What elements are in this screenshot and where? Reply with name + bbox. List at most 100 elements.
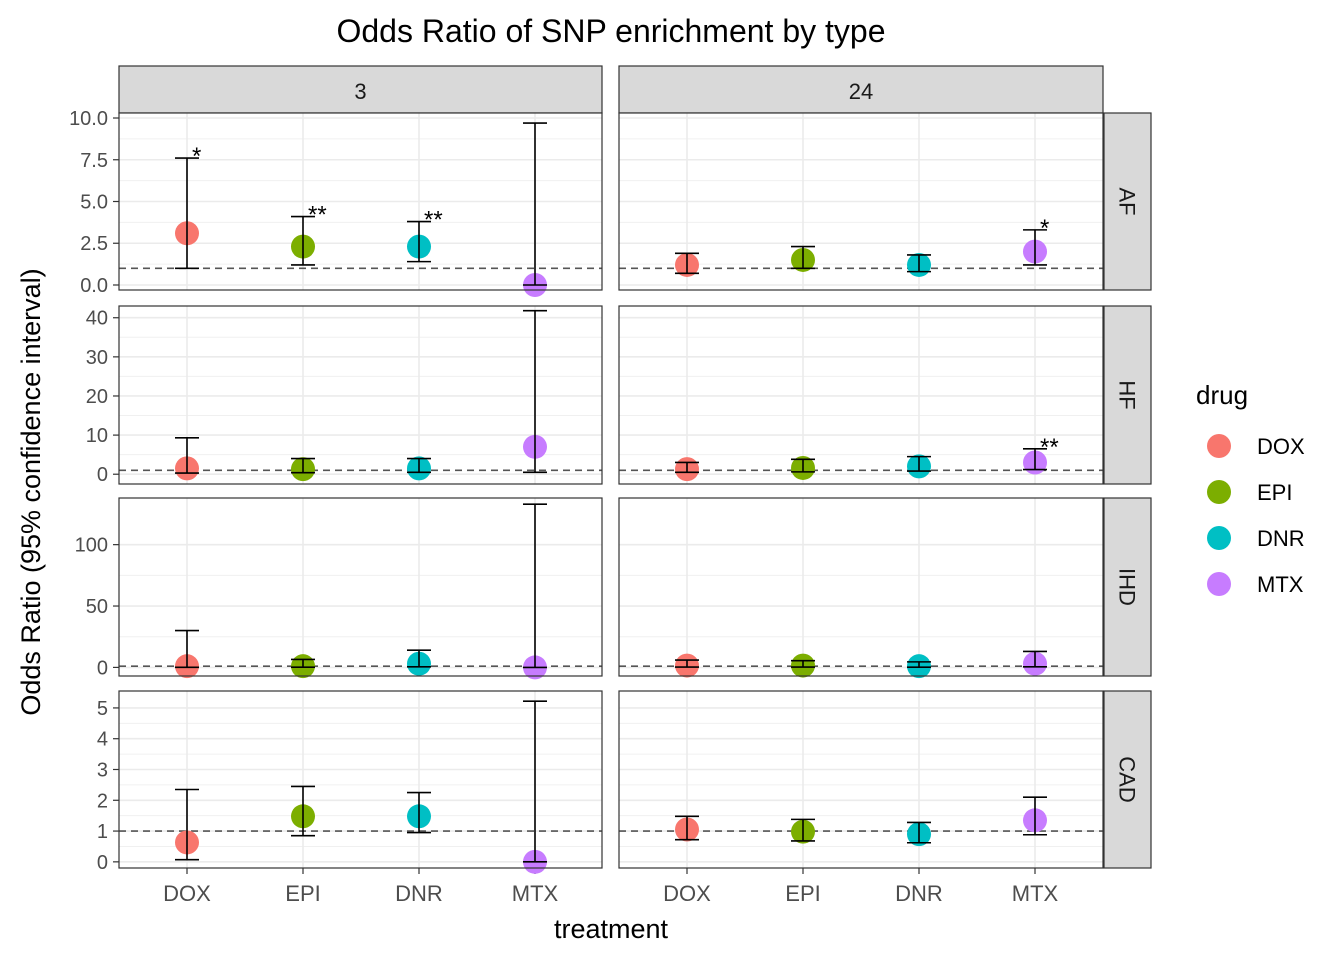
x-axis-col-24: DOX EPI DNR MTX <box>663 868 1059 906</box>
strip-row-label: AF <box>1115 187 1140 215</box>
y-tick-label: 50 <box>86 596 108 618</box>
strip-row-bg <box>1103 497 1152 677</box>
y-tick-label: 5.0 <box>80 192 108 214</box>
panel-24-af: * <box>618 112 1104 291</box>
legend-item-dnr: DNR <box>1207 526 1305 551</box>
y-axis-ihd: 0 50 100 <box>75 535 119 679</box>
y-tick-label: 0 <box>97 464 108 486</box>
significance-label: ** <box>1040 434 1059 461</box>
panel-3-cad <box>118 690 603 874</box>
strip-col-24: 24 <box>618 65 1104 114</box>
point-dnr <box>907 821 931 847</box>
legend-item-mtx: MTX <box>1207 572 1304 597</box>
strip-row-cad: CAD <box>1103 690 1152 869</box>
point-dox <box>175 437 199 481</box>
point-epi <box>791 653 815 678</box>
panel-border <box>618 305 1104 485</box>
x-tick-label: DOX <box>663 881 711 906</box>
legend-label: MTX <box>1257 572 1304 597</box>
point-mtx <box>523 309 547 474</box>
legend-swatch <box>1207 572 1231 596</box>
legend-swatch <box>1207 434 1231 458</box>
strip-row-hf: HF <box>1103 305 1152 485</box>
strip-row-label: IHD <box>1115 568 1140 606</box>
point-mtx <box>523 503 547 680</box>
point-dnr: ** <box>407 207 443 263</box>
panel-background <box>119 691 602 868</box>
point-epi <box>791 245 815 272</box>
y-axis-hf: 0 10 20 30 40 <box>86 308 119 486</box>
panel-24-ihd <box>618 497 1104 679</box>
point-dox <box>675 815 699 842</box>
point-dox <box>175 788 199 861</box>
x-tick-label: DOX <box>163 881 211 906</box>
panel-border <box>118 497 603 677</box>
legend-item-dox: DOX <box>1207 434 1305 459</box>
y-axis-cad: 0 1 2 3 4 5 <box>97 698 119 874</box>
strip-row-af: AF <box>1103 112 1152 291</box>
point-epi <box>791 818 815 844</box>
x-tick-label: DNR <box>895 881 943 906</box>
point-dnr <box>407 649 431 676</box>
strip-col-bg <box>118 65 603 114</box>
x-tick-label: DNR <box>395 881 443 906</box>
y-axis-label: Odds Ratio (95% confidence interval) <box>16 268 46 715</box>
point-mtx <box>1023 650 1047 676</box>
panel-3-hf <box>118 305 603 485</box>
point-dox: * <box>175 143 201 270</box>
y-tick-label: 4 <box>97 729 108 751</box>
point-epi <box>291 785 315 837</box>
strip-row-label: HF <box>1115 380 1140 409</box>
point-dnr <box>907 252 931 277</box>
panel-border <box>118 305 603 485</box>
point-epi <box>291 654 315 679</box>
strip-col-label: 3 <box>354 79 366 104</box>
y-tick-label: 5 <box>97 698 108 720</box>
y-tick-label: 30 <box>86 347 108 369</box>
significance-label: ** <box>424 207 443 234</box>
panel-24-hf: ** <box>618 305 1104 485</box>
legend-swatch <box>1207 526 1231 550</box>
panel-3-af: *** ** <box>118 112 603 297</box>
x-axis-col-3: DOX EPI DNR MTX <box>163 868 559 906</box>
y-tick-label: 100 <box>75 535 108 557</box>
strip-row-bg <box>1103 690 1152 869</box>
panel-background <box>619 691 1103 868</box>
y-tick-label: 0 <box>97 657 108 679</box>
strip-row-label: CAD <box>1115 756 1140 802</box>
significance-label: * <box>1040 215 1049 242</box>
panel-border <box>618 690 1104 869</box>
point-mtx: * <box>1023 215 1049 266</box>
significance-label: * <box>192 143 201 170</box>
y-tick-label: 3 <box>97 759 108 781</box>
point-dnr <box>407 456 431 481</box>
legend-swatch <box>1207 480 1231 504</box>
point-epi <box>791 455 815 480</box>
point-epi <box>291 457 315 482</box>
y-tick-label: 2.5 <box>80 233 108 255</box>
panel-background <box>119 498 602 676</box>
y-axis-af: 0.0 2.5 5.0 7.5 10.0 <box>69 108 119 297</box>
x-tick-label: EPI <box>785 881 820 906</box>
legend: drug DOX EPI DNR MTX <box>1196 380 1305 597</box>
point-dox <box>675 252 699 277</box>
point-dnr <box>907 654 931 679</box>
y-tick-label: 10.0 <box>69 108 108 130</box>
panel-border <box>118 112 603 291</box>
legend-title: drug <box>1196 380 1248 410</box>
y-tick-label: 1 <box>97 821 108 843</box>
strip-row-bg <box>1103 112 1152 291</box>
y-tick-label: 7.5 <box>80 150 108 172</box>
legend-item-epi: EPI <box>1207 480 1292 505</box>
legend-label: DNR <box>1257 526 1305 551</box>
significance-label: ** <box>308 202 327 229</box>
x-tick-label: EPI <box>285 881 320 906</box>
x-tick-label: MTX <box>512 881 559 906</box>
panel-background <box>619 498 1103 676</box>
point-mtx <box>1023 796 1047 836</box>
point-epi: ** <box>291 202 327 266</box>
panel-border <box>618 497 1104 677</box>
facet-panels: 3 24AFHFIHDCAD0.02.55.07.510.001020304005… <box>69 65 1152 906</box>
point-dox <box>675 457 699 482</box>
